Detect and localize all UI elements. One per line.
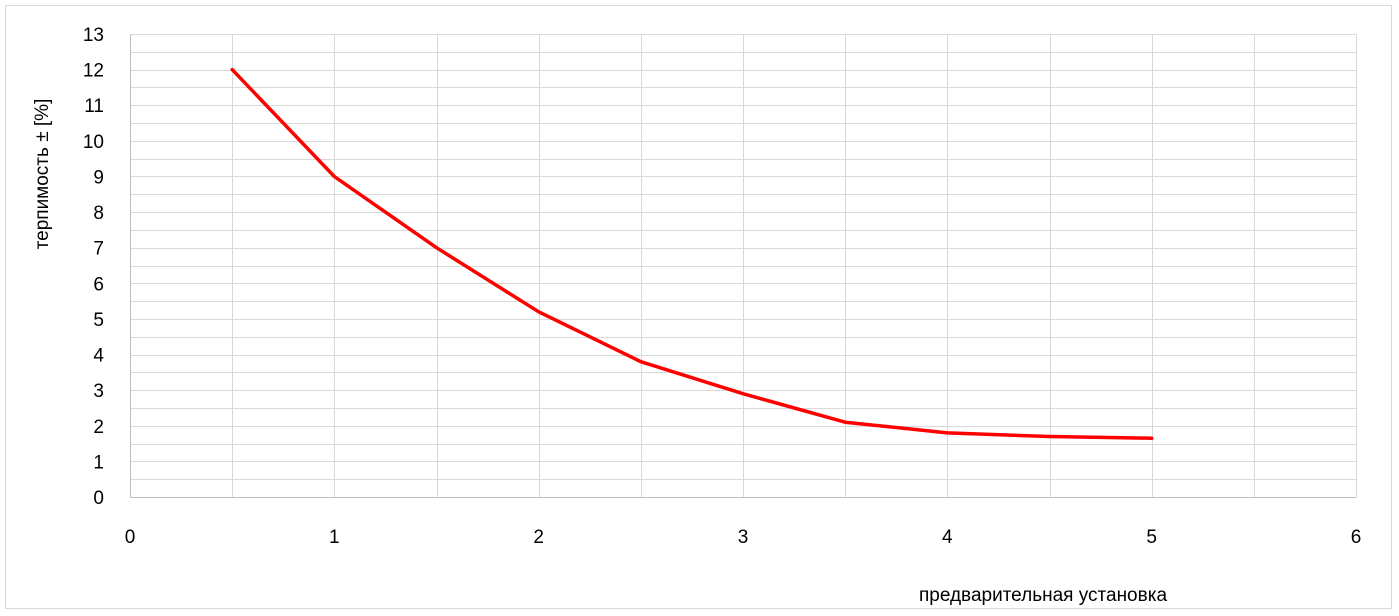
x-tick-label: 0	[125, 527, 136, 548]
data-point	[332, 174, 336, 178]
x-axis-title: предварительная установка	[919, 585, 1167, 606]
y-axis-title: терпимость ± [%]	[32, 99, 53, 250]
y-tick-label: 7	[93, 239, 104, 260]
x-tick-label: 3	[738, 527, 749, 548]
axes	[130, 34, 1356, 498]
data-point	[741, 392, 745, 396]
x-tick-label: 1	[329, 527, 340, 548]
data-point	[537, 310, 541, 314]
data-point	[230, 68, 234, 72]
y-tick-label: 10	[83, 132, 104, 153]
data-point	[639, 360, 643, 364]
data-point	[435, 246, 438, 250]
series-layer	[230, 67, 1154, 440]
series-line	[230, 67, 1154, 440]
y-tick-label: 13	[83, 25, 104, 46]
y-tick-label: 5	[93, 310, 104, 331]
x-tick-label: 5	[1146, 527, 1157, 548]
data-point	[1150, 436, 1154, 440]
gridlines	[130, 34, 1357, 497]
data-point	[1048, 434, 1051, 438]
y-tick-label: 12	[83, 61, 104, 82]
y-tick-label: 1	[93, 452, 104, 473]
y-tick-label: 0	[93, 488, 104, 509]
y-tick-label: 3	[93, 381, 104, 402]
data-point	[945, 431, 949, 435]
y-tick-label: 8	[93, 203, 104, 224]
y-tick-label: 9	[93, 167, 104, 188]
x-tick-label: 4	[942, 527, 953, 548]
y-tick-label: 4	[93, 346, 104, 367]
y-tick-label: 11	[84, 96, 104, 117]
data-point	[843, 420, 847, 424]
x-tick-label: 6	[1351, 527, 1362, 548]
y-tick-label: 2	[93, 417, 104, 438]
y-tick-label: 6	[93, 274, 104, 295]
x-tick-label: 2	[533, 527, 544, 548]
